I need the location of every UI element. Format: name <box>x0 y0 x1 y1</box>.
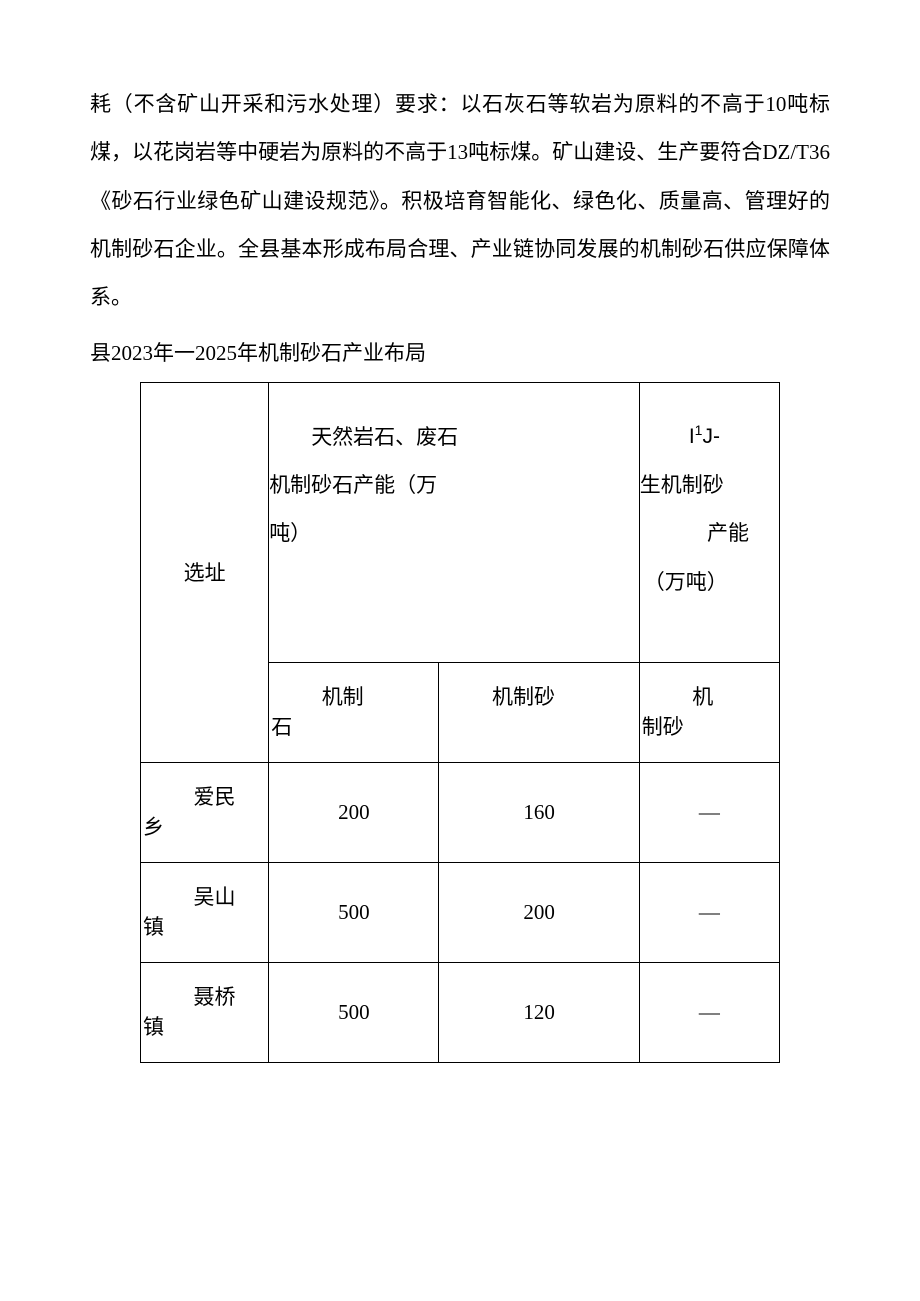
table-header-row1: 选址 天然岩石、废石 机制砂石产能（万 吨） I1J- 生机制砂 产能 （万吨） <box>141 382 780 662</box>
loc-line1: 聂桥 <box>141 981 268 1011</box>
header-col3-line1: I1J- <box>640 413 769 461</box>
row-value1: 500 <box>269 862 439 962</box>
header-col3-line2: 生机制砂 <box>640 461 769 509</box>
loc-line2: 镇 <box>141 911 268 941</box>
row-value1: 200 <box>269 762 439 862</box>
sub-a-line2: 石 <box>269 711 438 741</box>
table-row: 爱民 乡 200 160 — <box>141 762 780 862</box>
header-col2-line3: 吨） <box>269 509 629 557</box>
loc-line2: 乡 <box>141 811 268 841</box>
header-col3-line3: 产能 <box>640 509 769 557</box>
header-location-text: 选址 <box>184 561 226 585</box>
industry-layout-table: 选址 天然岩石、废石 机制砂石产能（万 吨） I1J- 生机制砂 产能 （万吨）… <box>140 382 780 1063</box>
subheader-sand: 机制砂 <box>439 662 639 762</box>
sub-c-line1: 机 <box>640 681 779 711</box>
header-col2-line2: 机制砂石产能（万 <box>269 461 629 509</box>
header-col2-line1: 天然岩石、废石 <box>269 413 629 461</box>
row-value2: 160 <box>439 762 639 862</box>
header-natural-rock: 天然岩石、废石 机制砂石产能（万 吨） <box>269 382 640 662</box>
row-value2: 200 <box>439 862 639 962</box>
header-produced-sand: I1J- 生机制砂 产能 （万吨） <box>639 382 779 662</box>
row-value3: — <box>639 862 779 962</box>
sub-b-text: 机制砂 <box>439 681 638 711</box>
row-location: 爱民 乡 <box>141 762 269 862</box>
sub-a-line1: 机制 <box>269 681 438 711</box>
loc-line1: 爱民 <box>141 781 268 811</box>
header-location: 选址 <box>141 382 269 762</box>
loc-line2: 镇 <box>141 1011 268 1041</box>
section-title: 县2023年一2025年机制砂石产业布局 <box>90 329 830 377</box>
row-location: 聂桥 镇 <box>141 962 269 1062</box>
row-value3: — <box>639 762 779 862</box>
subheader-made-sand: 机 制砂 <box>639 662 779 762</box>
row-location: 吴山 镇 <box>141 862 269 962</box>
body-paragraph: 耗（不含矿山开采和污水处理）要求：以石灰石等软岩为原料的不高于10吨标煤，以花岗… <box>90 80 830 321</box>
subheader-stone: 机制 石 <box>269 662 439 762</box>
sub-c-line2: 制砂 <box>640 711 779 741</box>
header-col3-line4: （万吨） <box>640 558 769 606</box>
row-value1: 500 <box>269 962 439 1062</box>
table-row: 聂桥 镇 500 120 — <box>141 962 780 1062</box>
row-value3: — <box>639 962 779 1062</box>
table-row: 吴山 镇 500 200 — <box>141 862 780 962</box>
loc-line1: 吴山 <box>141 881 268 911</box>
row-value2: 120 <box>439 962 639 1062</box>
table-wrapper: 选址 天然岩石、废石 机制砂石产能（万 吨） I1J- 生机制砂 产能 （万吨）… <box>90 382 830 1063</box>
